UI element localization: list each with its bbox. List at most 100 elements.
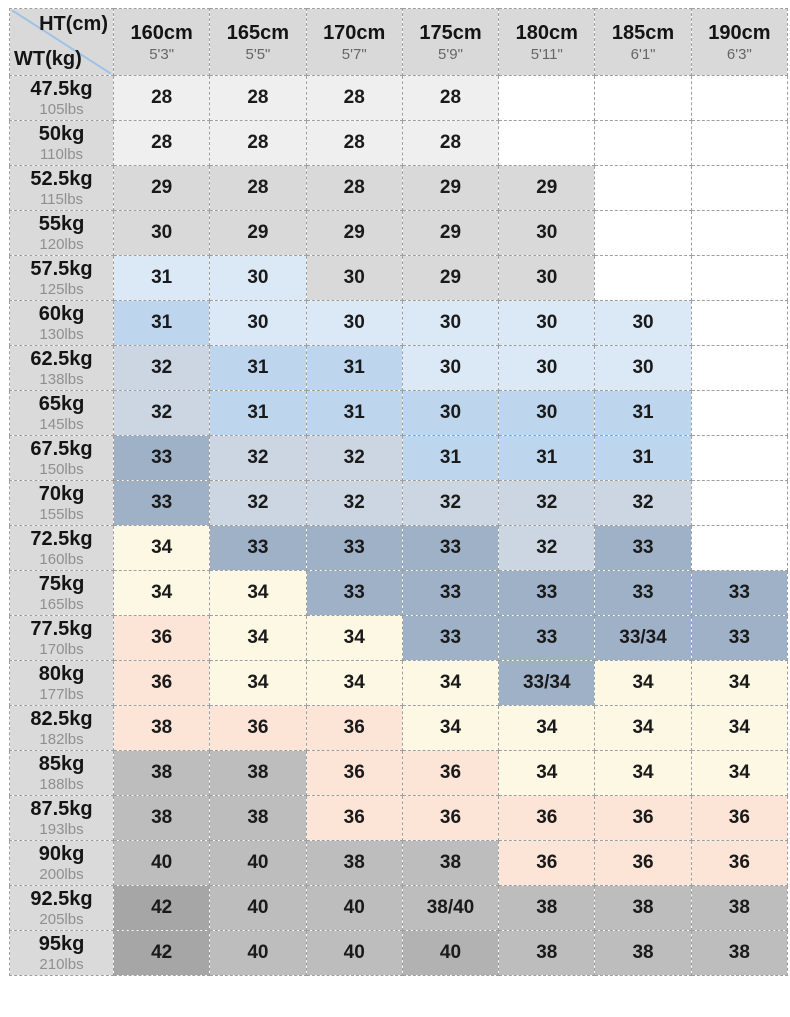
size-cell: 28 (112, 75, 211, 121)
table-row: 75kg 165lbs 34 34 33 33 33 33 33 (9, 570, 789, 616)
size-cell: 33 (594, 525, 692, 571)
height-ft-label: 5'11" (530, 46, 563, 64)
size-cell: 34 (112, 525, 211, 571)
weight-lbs-label: 155lbs (39, 505, 84, 523)
size-cell: 34 (305, 660, 403, 706)
weight-kg-label: 82.5kg (30, 707, 93, 730)
size-cell: 31 (209, 390, 307, 436)
size-cell: 33 (305, 570, 403, 616)
size-cell: 36 (112, 615, 211, 661)
row-header-cell: 80kg 177lbs (9, 660, 114, 706)
size-cell: 38 (594, 885, 692, 931)
size-cell: 28 (112, 120, 211, 166)
row-header-cell: 67.5kg 150lbs (9, 435, 114, 481)
weight-lbs-label: 120lbs (39, 235, 84, 253)
size-cell: 34 (594, 705, 692, 751)
table-row: 60kg 130lbs 31 30 30 30 30 30 (9, 300, 789, 346)
size-cell (690, 255, 789, 301)
size-cell: 36 (594, 795, 692, 841)
size-cell: 29 (401, 255, 500, 301)
column-header-4: 175cm 5'9" (401, 8, 500, 76)
height-cm-label: 165cm (226, 22, 290, 45)
height-cm-label: 185cm (611, 22, 675, 45)
weight-lbs-label: 165lbs (39, 595, 84, 613)
size-cell: 34 (690, 660, 789, 706)
size-cell (594, 120, 692, 166)
size-cell: 30 (401, 300, 500, 346)
size-cell: 33 (401, 570, 500, 616)
size-chart-table: HT(cm) WT(kg) 160cm 5'3" 165cm 5'5" 170cm 5'7… (9, 8, 789, 976)
diagonal-divider-line (10, 9, 113, 75)
row-header-cell: 65kg 145lbs (9, 390, 114, 436)
size-cell: 33 (498, 615, 596, 661)
size-cell: 38 (305, 840, 403, 886)
weight-lbs-label: 130lbs (39, 325, 84, 343)
size-cell: 42 (112, 930, 211, 976)
size-cell: 33 (401, 525, 500, 571)
size-cell: 40 (305, 885, 403, 931)
header-row: HT(cm) WT(kg) 160cm 5'3" 165cm 5'5" 170cm 5'7… (9, 8, 789, 76)
size-cell: 32 (112, 345, 211, 391)
size-cell: 40 (401, 930, 500, 976)
weight-kg-label: 80kg (38, 662, 85, 685)
size-cell: 38 (498, 885, 596, 931)
size-cell (690, 120, 789, 166)
weight-lbs-label: 115lbs (39, 190, 84, 208)
weight-kg-label: 77.5kg (30, 617, 93, 640)
size-cell (690, 75, 789, 121)
size-cell: 36 (594, 840, 692, 886)
column-header-6: 185cm 6'1" (594, 8, 692, 76)
size-cell: 32 (305, 435, 403, 481)
size-cell: 33 (594, 570, 692, 616)
size-cell (690, 390, 789, 436)
row-header-cell: 90kg 200lbs (9, 840, 114, 886)
size-cell (690, 525, 789, 571)
size-cell: 28 (305, 75, 403, 121)
size-cell: 32 (305, 480, 403, 526)
weight-kg-label: 55kg (38, 212, 85, 235)
size-cell: 34 (594, 750, 692, 796)
table-row: 62.5kg 138lbs 32 31 31 30 30 30 (9, 345, 789, 391)
size-cell: 30 (498, 210, 596, 256)
table-row: 90kg 200lbs 40 40 38 38 36 36 36 (9, 840, 789, 886)
size-cell: 40 (305, 930, 403, 976)
size-cell: 28 (401, 75, 500, 121)
size-cell: 33 (498, 570, 596, 616)
size-cell: 30 (594, 300, 692, 346)
size-cell: 34 (498, 750, 596, 796)
size-cell: 32 (498, 525, 596, 571)
size-cell: 34 (401, 705, 500, 751)
size-cell: 34 (209, 660, 307, 706)
size-cell (690, 210, 789, 256)
size-cell (594, 255, 692, 301)
weight-kg-label: 62.5kg (30, 347, 93, 370)
size-cell: 34 (305, 615, 403, 661)
size-cell: 38 (209, 795, 307, 841)
table-row: 95kg 210lbs 42 40 40 40 38 38 38 (9, 930, 789, 976)
table-row: 72.5kg 160lbs 34 33 33 33 32 33 (9, 525, 789, 571)
size-cell: 30 (498, 390, 596, 436)
size-cell: 31 (305, 345, 403, 391)
height-ft-label: 5'9" (438, 46, 463, 64)
size-cell: 40 (209, 885, 307, 931)
size-cell: 30 (498, 300, 596, 346)
size-cell: 38 (112, 795, 211, 841)
row-header-cell: 50kg 110lbs (9, 120, 114, 166)
row-header-cell: 60kg 130lbs (9, 300, 114, 346)
weight-kg-label: 60kg (38, 302, 85, 325)
size-cell: 31 (209, 345, 307, 391)
height-ft-label: 6'3" (726, 46, 752, 64)
weight-lbs-label: 177lbs (39, 685, 84, 703)
size-cell: 38 (112, 705, 211, 751)
row-header-cell: 85kg 188lbs (9, 750, 114, 796)
size-cell: 32 (401, 480, 500, 526)
weight-kg-label: 95kg (38, 932, 85, 955)
row-header-cell: 57.5kg 125lbs (9, 255, 114, 301)
table-row: 92.5kg 205lbs 42 40 40 38/40 38 38 38 (9, 885, 789, 931)
size-cell: 38 (498, 930, 596, 976)
height-ft-label: 5'7" (341, 46, 367, 64)
size-cell (594, 165, 692, 211)
weight-lbs-label: 205lbs (39, 910, 84, 928)
weight-lbs-label: 125lbs (39, 280, 84, 298)
size-cell: 34 (209, 615, 307, 661)
